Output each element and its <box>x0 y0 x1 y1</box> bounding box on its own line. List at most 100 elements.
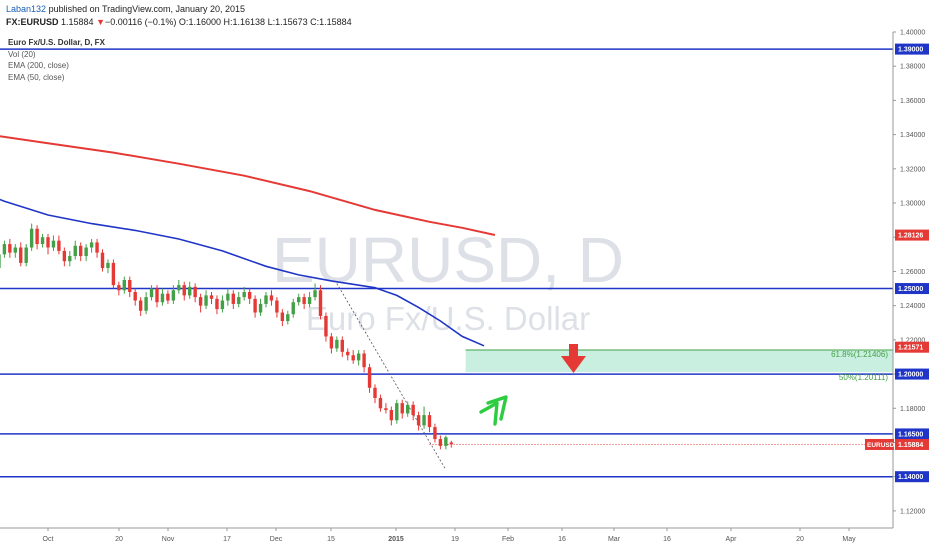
candle[interactable] <box>177 280 181 294</box>
candle[interactable] <box>324 312 328 342</box>
candle[interactable] <box>149 285 154 301</box>
candle[interactable] <box>264 291 268 308</box>
candle[interactable] <box>318 285 323 320</box>
candle[interactable] <box>188 281 192 299</box>
candle[interactable] <box>220 295 225 313</box>
candle[interactable] <box>280 309 285 327</box>
candle[interactable] <box>84 244 88 262</box>
candle[interactable] <box>247 288 252 304</box>
candle[interactable] <box>193 283 197 303</box>
candle[interactable] <box>242 286 246 301</box>
candle[interactable] <box>449 440 453 448</box>
candle[interactable] <box>122 276 126 294</box>
candle[interactable] <box>297 293 301 306</box>
candle[interactable] <box>0 251 1 272</box>
x-tick-label: 16 <box>663 536 671 543</box>
candle[interactable] <box>204 290 208 310</box>
candle[interactable] <box>406 401 410 417</box>
candle[interactable] <box>411 401 415 421</box>
price-tag: 1.25000 <box>895 283 929 295</box>
ema200-line[interactable] <box>0 124 496 236</box>
legend-ema200[interactable]: EMA (200, close) <box>8 61 69 70</box>
y-tick-label: 1.22000 <box>900 337 925 344</box>
change-text: −0.00116 (−0.1%) <box>105 17 177 27</box>
candle[interactable] <box>111 259 116 289</box>
candle[interactable] <box>209 291 214 304</box>
candle[interactable] <box>95 238 99 258</box>
candle[interactable] <box>79 242 83 262</box>
candle[interactable] <box>231 290 235 310</box>
candle[interactable] <box>182 281 186 301</box>
candle[interactable] <box>13 244 17 258</box>
candle[interactable] <box>138 297 143 316</box>
candle[interactable] <box>68 250 72 267</box>
candle[interactable] <box>100 249 105 272</box>
candle[interactable] <box>367 363 372 393</box>
legend-title[interactable]: Euro Fx/U.S. Dollar, D, FX <box>8 38 105 47</box>
candle[interactable] <box>258 298 263 316</box>
candle[interactable] <box>155 285 159 308</box>
candle[interactable] <box>395 399 399 424</box>
candle[interactable] <box>302 293 306 310</box>
candle[interactable] <box>286 310 290 325</box>
candle[interactable] <box>29 223 34 251</box>
candle[interactable] <box>275 297 279 318</box>
candle[interactable] <box>291 298 295 318</box>
candle[interactable] <box>384 403 388 414</box>
candle[interactable] <box>40 233 45 248</box>
author-link[interactable]: Laban132 <box>6 4 47 14</box>
candle[interactable] <box>226 288 230 306</box>
candle[interactable] <box>356 350 361 366</box>
candle[interactable] <box>24 244 28 267</box>
candle[interactable] <box>313 283 317 301</box>
symbol-text[interactable]: FX:EURUSD <box>6 17 59 27</box>
candle[interactable] <box>346 348 350 361</box>
candle[interactable] <box>373 384 377 404</box>
candle[interactable] <box>400 399 404 419</box>
candle[interactable] <box>269 290 274 306</box>
candle[interactable] <box>171 285 176 304</box>
candle[interactable] <box>198 293 203 313</box>
candle[interactable] <box>237 291 241 308</box>
candle[interactable] <box>89 238 94 253</box>
candle[interactable] <box>57 235 61 255</box>
candle[interactable] <box>62 247 67 267</box>
low-value: 1.15673 <box>275 17 308 27</box>
candle[interactable] <box>307 291 312 308</box>
candle[interactable] <box>8 238 12 258</box>
candle[interactable] <box>433 423 437 443</box>
legend-vol[interactable]: Vol (20) <box>8 49 36 59</box>
candle[interactable] <box>444 435 448 450</box>
candle[interactable] <box>422 406 426 429</box>
ema50-line[interactable] <box>0 165 485 347</box>
candle[interactable] <box>160 288 165 306</box>
price-tag: 1.20000 <box>895 368 929 380</box>
candle[interactable] <box>378 394 383 412</box>
candle[interactable] <box>335 336 339 352</box>
candle[interactable] <box>166 290 170 304</box>
candle[interactable] <box>133 288 137 306</box>
candle[interactable] <box>35 225 39 250</box>
candle[interactable] <box>144 291 148 315</box>
candle[interactable] <box>128 276 132 298</box>
candle[interactable] <box>340 336 344 357</box>
candle[interactable] <box>117 281 121 296</box>
candle[interactable] <box>106 259 110 274</box>
candle[interactable] <box>51 235 56 251</box>
candle[interactable] <box>2 240 7 258</box>
candle[interactable] <box>253 295 257 318</box>
candle[interactable] <box>215 295 219 315</box>
legend-ema50[interactable]: EMA (50, close) <box>8 72 65 82</box>
candle[interactable] <box>351 350 355 364</box>
candle[interactable] <box>427 411 432 433</box>
candle[interactable] <box>389 406 394 426</box>
candle[interactable] <box>416 411 421 431</box>
candle[interactable] <box>46 233 50 255</box>
candle[interactable] <box>438 435 443 450</box>
candle[interactable] <box>329 333 334 354</box>
candle[interactable] <box>19 242 23 267</box>
candle[interactable] <box>73 240 77 260</box>
watermark-ticker: EURUSD, D <box>272 224 624 296</box>
candle[interactable] <box>362 350 366 373</box>
